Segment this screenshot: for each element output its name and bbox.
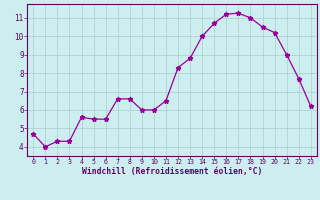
X-axis label: Windchill (Refroidissement éolien,°C): Windchill (Refroidissement éolien,°C) <box>82 167 262 176</box>
